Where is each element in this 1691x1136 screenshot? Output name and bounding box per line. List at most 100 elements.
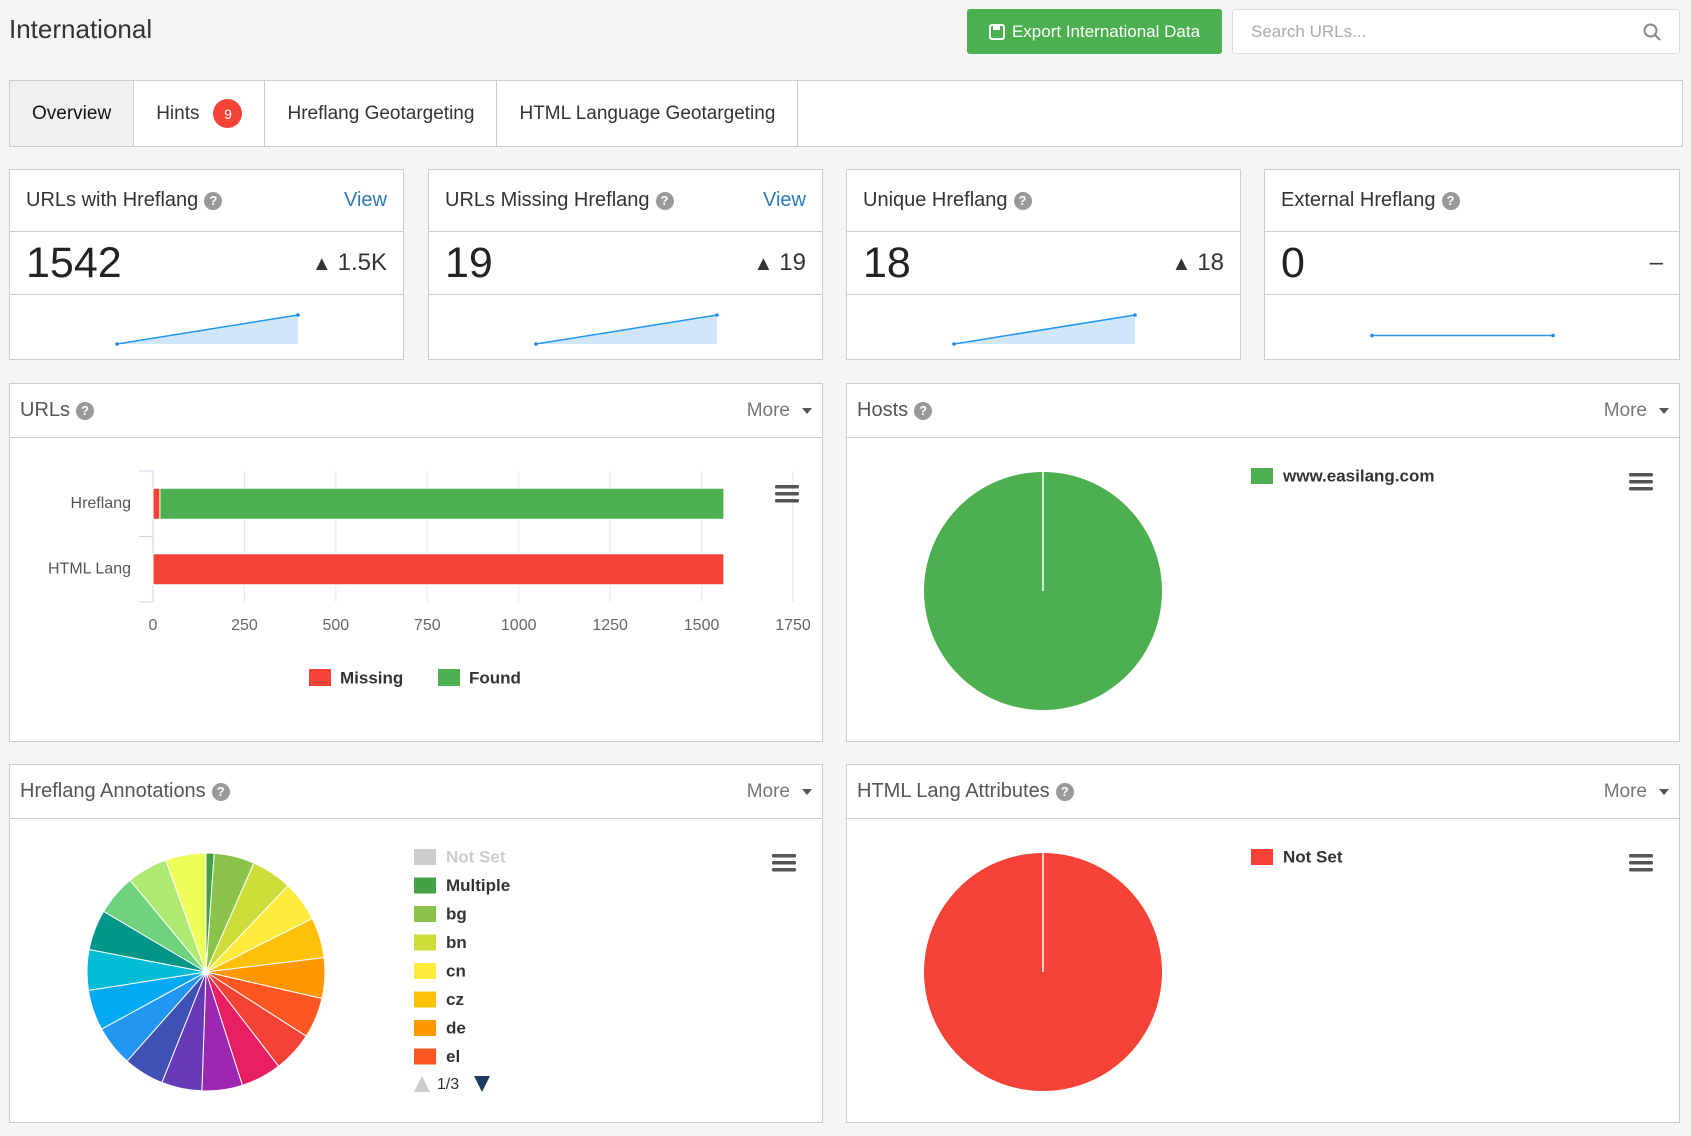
card-header: URLs with Hreflang? View	[10, 170, 403, 232]
legend-swatch	[309, 669, 331, 686]
legend-label[interactable]: cn	[446, 961, 466, 980]
card-title-text: External Hreflang	[1281, 189, 1436, 211]
legend-label[interactable]: bn	[446, 933, 467, 952]
card-value: 18	[863, 238, 911, 287]
legend-page: 1/3	[437, 1076, 459, 1093]
legend-label[interactable]: Not Set	[446, 847, 506, 866]
search-box[interactable]: Search URLs...	[1232, 9, 1680, 54]
card-title: Unique Hreflang?	[863, 189, 1032, 212]
sparkline-point	[952, 342, 956, 346]
view-link[interactable]: View	[763, 189, 806, 211]
stat-card: External Hreflang? 0–	[1264, 169, 1680, 360]
trend-up-icon: ▲	[311, 253, 332, 275]
menu-icon-bar	[1629, 868, 1653, 872]
legend-swatch	[414, 963, 436, 979]
card-title: URLs Missing Hreflang?	[445, 189, 674, 212]
more-dropdown[interactable]: More	[747, 781, 812, 803]
caret	[1659, 788, 1669, 795]
legend-label[interactable]: Multiple	[446, 876, 510, 895]
sparkline-point	[715, 313, 719, 317]
more-dropdown[interactable]: More	[1604, 781, 1669, 803]
card-delta-text: 1.5K	[337, 249, 387, 276]
caret-icon	[802, 788, 812, 795]
more-label: More	[746, 399, 790, 421]
card-title-text: Unique Hreflang	[863, 189, 1008, 211]
caret	[802, 407, 812, 414]
bar-segment	[152, 553, 725, 586]
caret-icon	[802, 407, 812, 414]
view-link[interactable]: View	[344, 189, 387, 211]
legend-label[interactable]: bg	[446, 904, 467, 923]
card-title-text: URLs Missing Hreflang	[445, 189, 650, 211]
more-dropdown[interactable]: More	[747, 400, 812, 422]
help-icon: ?	[1055, 782, 1074, 801]
more-label: More	[1603, 780, 1647, 802]
card-title: URLs with Hreflang?	[26, 189, 223, 212]
legend-label[interactable]: el	[446, 1047, 460, 1066]
menu-icon-bar	[772, 861, 796, 865]
legend-label[interactable]: Found	[469, 668, 521, 687]
export-label: Export International Data	[1011, 21, 1201, 41]
bar-segment	[159, 487, 725, 520]
caret	[802, 788, 812, 795]
menu-icon-bar	[1629, 480, 1653, 484]
chart-panel: URLs? More 0 250 500 750 1000 1250 1500 1750 Hrefl…	[9, 383, 823, 742]
legend-page-down[interactable]	[474, 1076, 490, 1092]
help-icon: ?	[655, 191, 674, 210]
panel-header: Hreflang Annotations? More	[10, 765, 822, 819]
legend-label[interactable]: www.easilang.com	[1282, 466, 1434, 485]
panel-header: HTML Lang Attributes? More	[847, 765, 1679, 819]
tab[interactable]: Hreflang Geotargeting	[265, 81, 498, 146]
card-value: 1542	[26, 238, 122, 287]
sparkline	[115, 313, 300, 346]
trend-up-icon: ▲	[1171, 253, 1192, 275]
y-tick-label: Hreflang	[71, 495, 131, 512]
sparkline-point	[1370, 333, 1374, 338]
card-header: Unique Hreflang?	[847, 170, 1240, 232]
more-label: More	[746, 780, 790, 802]
tab-label: Hints	[156, 102, 200, 124]
sparkline	[1370, 333, 1555, 338]
legend-label[interactable]: de	[446, 1018, 466, 1037]
card-delta: ▲ 19	[754, 249, 807, 277]
page-title: International	[9, 14, 153, 44]
menu-icon-bar	[772, 854, 796, 858]
x-tick-label: 750	[414, 617, 441, 634]
sparkline-point	[115, 342, 119, 346]
menu-icon-bar	[775, 499, 799, 503]
tab[interactable]: Overview	[10, 81, 135, 146]
card-delta: –	[1650, 249, 1663, 277]
legend-label[interactable]: cz	[446, 990, 464, 1009]
card-delta: ▲ 1.5K	[312, 249, 387, 277]
sparkline-point	[1551, 333, 1555, 338]
sparkline-line	[953, 314, 1136, 345]
card-value-row: 18 ▲ 18	[847, 232, 1240, 295]
menu-icon-bar	[1629, 487, 1653, 491]
card-delta-text: –	[1649, 249, 1663, 276]
more-dropdown[interactable]: More	[1604, 400, 1669, 422]
chart-panel: Hosts? More www.easilang.com	[846, 383, 1680, 742]
tab-label: HTML Language Geotargeting	[519, 102, 776, 124]
legend-label[interactable]: Missing	[340, 668, 403, 687]
search-icon	[1643, 23, 1661, 41]
sparkline-point	[534, 342, 538, 346]
tab[interactable]: Hints 9	[134, 81, 266, 146]
sparkline-line	[535, 314, 718, 345]
export-button[interactable]: Export International Data	[967, 9, 1222, 54]
caret-icon	[1659, 788, 1669, 795]
card-title: External Hreflang?	[1281, 189, 1460, 212]
menu-icon-bar	[772, 868, 796, 872]
tab[interactable]: HTML Language Geotargeting	[497, 81, 799, 146]
sparkline	[534, 313, 719, 346]
tab-label: Overview	[32, 102, 112, 124]
panel-title: HTML Lang Attributes?	[857, 780, 1074, 803]
card-value-row: 1542 ▲ 1.5K	[10, 232, 403, 295]
legend-label[interactable]: Not Set	[1283, 847, 1343, 866]
card-value: 19	[445, 238, 493, 287]
legend-page-up[interactable]	[414, 1076, 430, 1092]
menu-icon-bar	[1629, 861, 1653, 865]
panel-header: Hosts? More	[847, 384, 1679, 438]
legend-swatch	[1251, 468, 1273, 484]
x-tick-label: 1750	[775, 617, 811, 634]
